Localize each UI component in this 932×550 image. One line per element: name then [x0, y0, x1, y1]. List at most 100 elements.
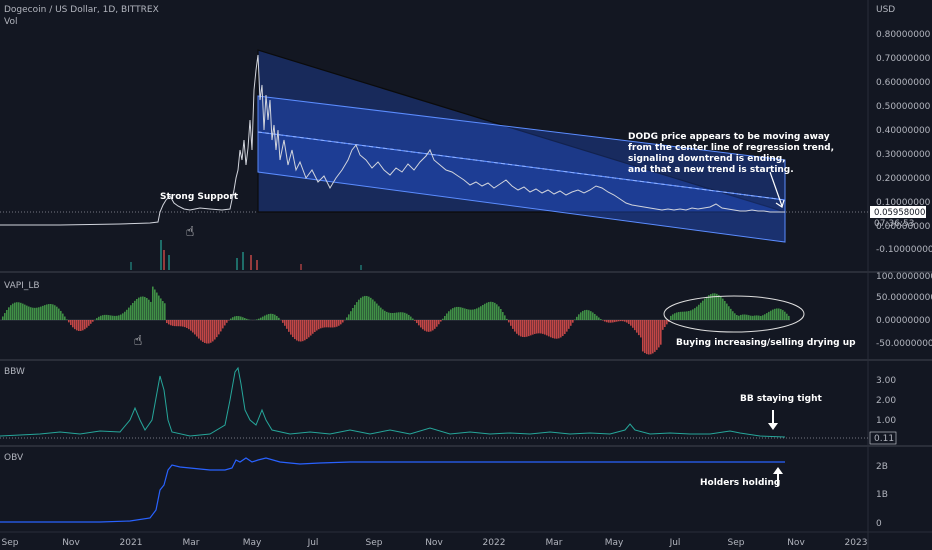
vapi-bar — [236, 315, 238, 320]
vapi-bar — [154, 289, 156, 320]
vapi-bar — [242, 317, 244, 320]
vapi-bar — [538, 320, 540, 334]
vapi-bar — [58, 308, 60, 320]
vapi-bar — [286, 320, 288, 329]
time-tick: 2023 — [845, 538, 868, 548]
price-tick: 0.20000000 — [876, 174, 931, 184]
vapi-bar — [622, 320, 624, 322]
vapi-bar — [354, 304, 356, 320]
vapi-bar — [316, 320, 318, 331]
vapi-bar — [398, 312, 400, 320]
vapi-bar — [542, 320, 544, 334]
vapi-bar — [534, 320, 536, 334]
vapi-bar — [282, 320, 284, 323]
vapi-bar — [568, 320, 570, 329]
vapi-highlight-ellipse[interactable] — [663, 295, 805, 333]
time-axis[interactable]: Sep Nov 2021 Mar May Jul Sep Nov 2022 Ma… — [2, 538, 868, 548]
bbw-series[interactable] — [0, 366, 786, 438]
vapi-bar — [578, 314, 580, 320]
obv-series[interactable] — [0, 457, 785, 523]
vapi-bar — [72, 320, 74, 328]
vapi-bar — [272, 313, 274, 320]
volume-label[interactable]: Vol — [4, 17, 17, 27]
vapi-pane-title[interactable]: VAPI_LB — [4, 281, 40, 291]
vapi-bar — [182, 320, 184, 327]
bbw-pane-title[interactable]: BBW — [4, 367, 25, 377]
time-tick: Nov — [425, 538, 443, 548]
regression-channel-upper[interactable] — [257, 95, 786, 201]
obv-tick: 1B — [876, 490, 888, 500]
vapi-bar — [88, 320, 90, 326]
vapi-bar — [44, 305, 46, 320]
obv-pane-title[interactable]: OBV — [4, 453, 24, 463]
vapi-histogram[interactable] — [2, 286, 790, 355]
vapi-bar — [432, 320, 434, 331]
vapi-bar — [588, 310, 590, 320]
vapi-bar — [408, 314, 410, 320]
vapi-bar — [492, 302, 494, 320]
currency-label: USD — [876, 5, 895, 15]
vapi-bar — [136, 298, 138, 320]
price-tick: 0.80000000 — [876, 30, 931, 40]
dodg-note-line-1: DODG price appears to be moving away — [628, 132, 830, 142]
vapi-bar — [780, 309, 782, 320]
vapi-bar — [216, 320, 218, 338]
vapi-bar — [676, 312, 678, 320]
vapi-bar — [420, 320, 422, 328]
vapi-bar — [378, 305, 380, 320]
vapi-bar — [692, 309, 694, 320]
price-axis[interactable]: 0.80000000 0.70000000 0.60000000 0.50000… — [876, 30, 932, 255]
vapi-bar — [360, 297, 362, 320]
vapi-bar — [416, 320, 418, 324]
vapi-bar — [666, 320, 668, 325]
vapi-bar — [760, 315, 762, 320]
vapi-bar — [120, 314, 122, 320]
vapi-bar — [488, 302, 490, 320]
vapi-bar — [96, 318, 98, 320]
vapi-bar — [144, 296, 146, 320]
vapi-bar — [184, 320, 186, 328]
vapi-bar — [16, 302, 18, 320]
vapi-bar — [680, 311, 682, 320]
regression-center-line[interactable] — [257, 131, 786, 201]
vapi-bar — [688, 311, 690, 320]
vapi-bar — [682, 311, 684, 320]
vapi-bar — [124, 311, 126, 320]
vapi-bar — [220, 320, 222, 332]
vapi-bar — [400, 312, 402, 320]
vapi-bar — [212, 320, 214, 342]
vapi-bar — [776, 308, 778, 320]
pointing-hand-icon: ☝ — [186, 224, 195, 240]
vapi-bar — [714, 293, 716, 320]
vapi-bar — [192, 320, 194, 333]
time-tick: Mar — [546, 538, 563, 548]
candle-countdown: 07:36:53 — [874, 219, 914, 229]
vapi-bar — [560, 320, 562, 338]
vapi-bar — [530, 320, 532, 336]
vapi-bar — [160, 298, 162, 320]
vapi-bar — [258, 318, 260, 320]
vapi-bar — [472, 309, 474, 320]
symbol-title[interactable]: Dogecoin / US Dollar, 1D, BITTREX — [4, 5, 159, 15]
vapi-bar — [452, 308, 454, 320]
vapi-bar — [198, 320, 200, 339]
vapi-bar — [610, 320, 612, 323]
vapi-bar — [690, 310, 692, 320]
vapi-bar — [68, 320, 70, 323]
time-tick: Jul — [669, 538, 681, 548]
vapi-bar — [642, 320, 644, 352]
price-series[interactable] — [0, 54, 785, 226]
vapi-bar — [646, 320, 648, 355]
vapi-bar — [726, 303, 728, 320]
vapi-bar — [140, 296, 142, 320]
vapi-bar — [232, 317, 234, 320]
vapi-bar — [618, 320, 620, 322]
vapi-bar — [54, 305, 56, 320]
time-tick: Sep — [2, 538, 19, 548]
vapi-bar — [138, 297, 140, 320]
bbw-tick: 1.00 — [876, 416, 896, 426]
time-tick: Sep — [728, 538, 745, 548]
vapi-bar — [616, 320, 618, 322]
vapi-bar — [302, 320, 304, 342]
